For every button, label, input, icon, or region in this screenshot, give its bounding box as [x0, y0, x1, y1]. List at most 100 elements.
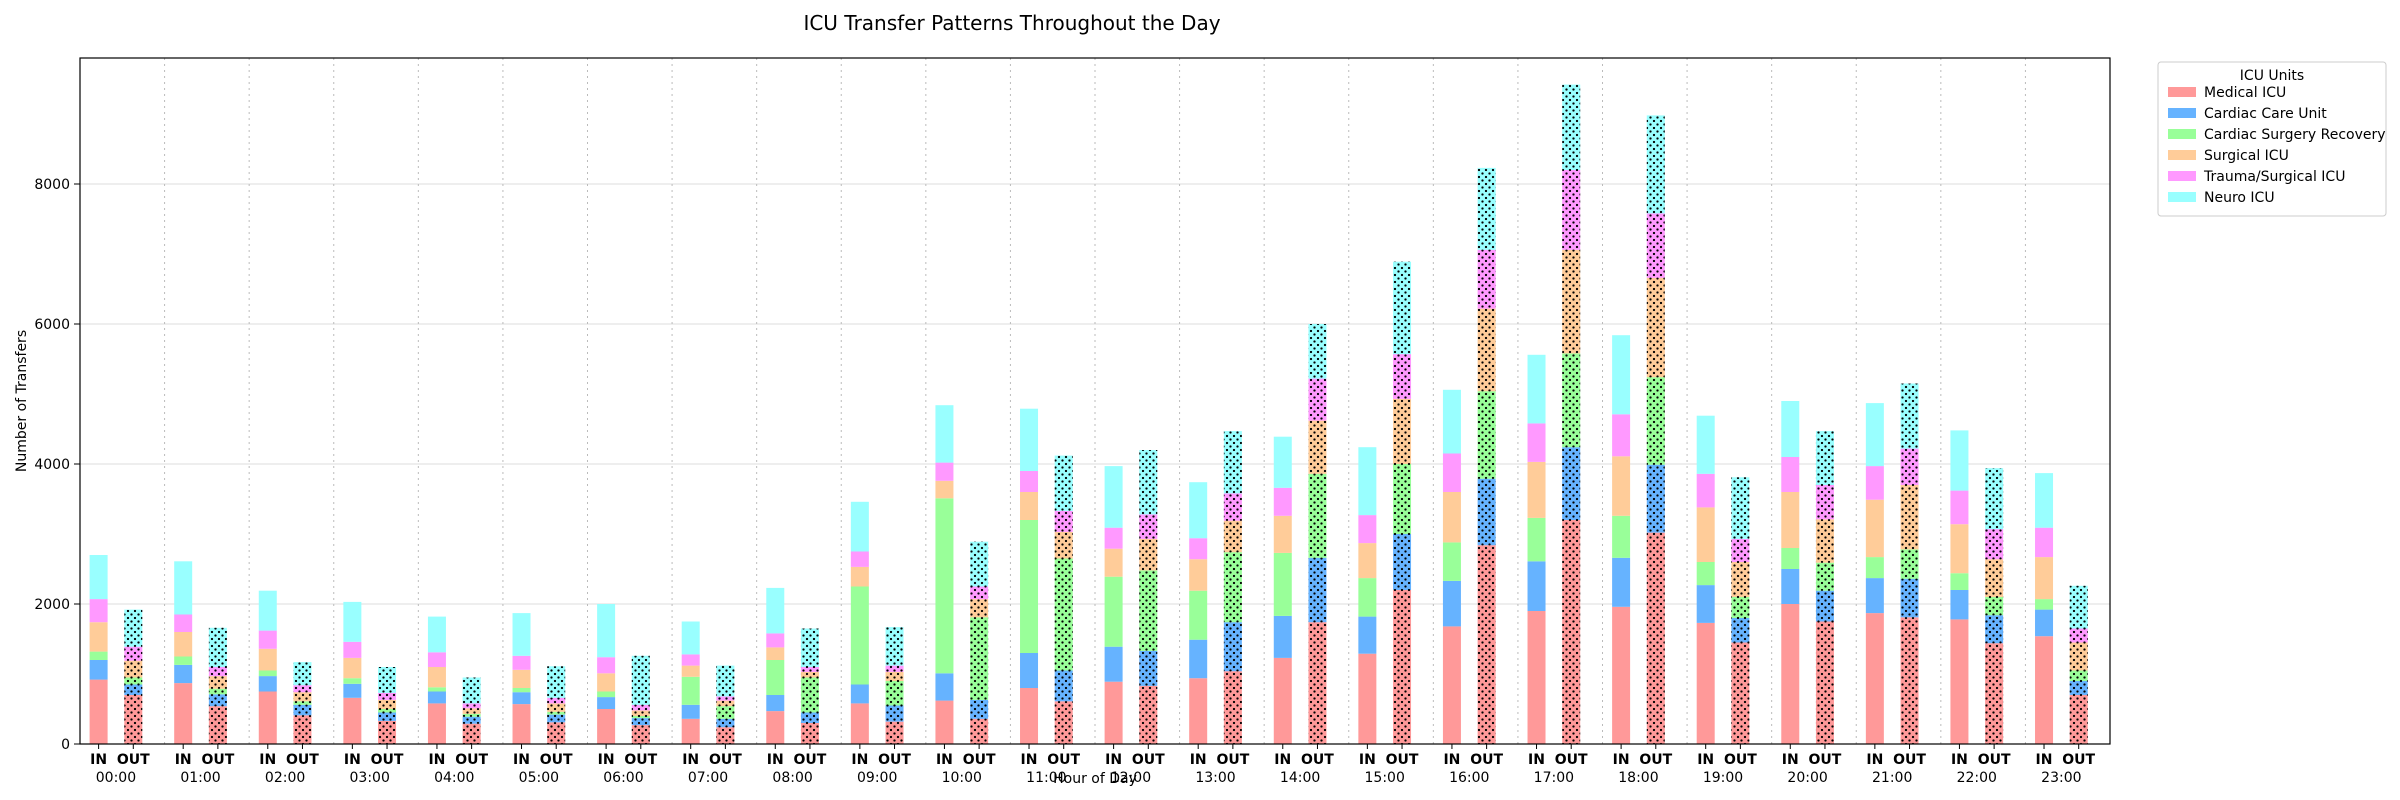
bar-hatch-out	[1054, 558, 1073, 671]
in-bar-label: IN	[851, 752, 868, 768]
bar-hatch-out	[1054, 455, 1073, 511]
bar-segment-in	[1781, 492, 1800, 548]
bar-hatch-out	[1900, 448, 1919, 485]
legend-items: Medical ICU Cardiac Care Unit Cardiac Surg…	[2168, 85, 2386, 206]
bar-segment-in	[1358, 447, 1377, 516]
bar-segment-in	[681, 621, 700, 655]
bar-segment-in	[1442, 389, 1461, 454]
bar-hatch-out	[631, 655, 650, 705]
hour-label: 03:00	[350, 770, 390, 786]
bar-hatch-out	[1562, 249, 1581, 354]
bar-hatch-out	[293, 701, 312, 705]
bar-hatch-out	[1985, 615, 2004, 644]
in-bar-label: IN	[1443, 752, 1460, 768]
bar-segment-in	[766, 587, 785, 634]
bar-segment-in	[89, 679, 108, 744]
bar-segment-in	[2035, 473, 2054, 528]
bar-hatch-out	[970, 599, 989, 618]
out-bar-label: OUT	[1639, 752, 1672, 768]
bar-segment-in	[766, 647, 785, 660]
bar-segment-in	[1612, 515, 1631, 558]
bar-hatch-out	[378, 667, 397, 693]
bar-segment-in	[1865, 578, 1884, 614]
bar-segment-in	[427, 616, 446, 653]
legend-swatch	[2168, 150, 2196, 160]
y-tick-label: 2000	[34, 597, 70, 613]
hour-label: 05:00	[519, 770, 559, 786]
bar-segment-in	[343, 641, 362, 658]
bar-hatch-out	[547, 703, 566, 712]
bar-segment-in	[1781, 548, 1800, 569]
bar-segment-in	[1950, 490, 1969, 525]
bar-segment-in	[174, 561, 193, 615]
hour-label: 02:00	[265, 770, 305, 786]
bar-segment-in	[850, 703, 869, 744]
bar-segment-in	[89, 660, 108, 680]
bar-segment-in	[427, 667, 446, 688]
hour-label: 13:00	[1195, 770, 1235, 786]
bar-hatch-out	[885, 671, 904, 681]
legend-swatch	[2168, 87, 2196, 97]
bar-segment-in	[681, 676, 700, 705]
bar-segment-in	[1273, 487, 1292, 516]
bar-hatch-out	[1139, 570, 1158, 651]
in-bar-label: IN	[598, 752, 615, 768]
legend-swatch	[2168, 129, 2196, 139]
bar-hatch-out	[716, 696, 735, 701]
bar-hatch-out	[1815, 621, 1834, 744]
in-bar-label: IN	[2036, 752, 2053, 768]
bar-segment-in	[1104, 681, 1123, 744]
hour-label: 22:00	[1957, 770, 1997, 786]
bar-segment-in	[2035, 636, 2054, 744]
in-bar-label: IN	[1528, 752, 1545, 768]
out-bar-label: OUT	[963, 752, 996, 768]
in-bar-label: IN	[682, 752, 699, 768]
in-bar-label: IN	[1359, 752, 1376, 768]
bar-hatch-out	[1985, 468, 2004, 530]
bar-hatch-out	[631, 704, 650, 711]
bar-segment-in	[850, 586, 869, 685]
bar-hatch-out	[970, 541, 989, 587]
legend-swatch	[2168, 192, 2196, 202]
bar-segment-in	[174, 683, 193, 744]
legend-swatch	[2168, 171, 2196, 181]
bar-segment-in	[766, 660, 785, 695]
bar-segment-in	[1612, 606, 1631, 744]
bar-segment-in	[1104, 576, 1123, 647]
bar-hatch-out	[378, 712, 397, 721]
bar-segment-in	[512, 669, 531, 688]
bar-segment-in	[512, 613, 531, 656]
bar-segment-in	[343, 678, 362, 684]
bar-hatch-out	[1815, 485, 1834, 520]
bar-hatch-out	[293, 715, 312, 744]
hour-label: 21:00	[1872, 770, 1912, 786]
bar-hatch-out	[378, 709, 397, 713]
bar-segment-in	[1950, 590, 1969, 620]
bar-hatch-out	[1223, 622, 1242, 672]
bar-hatch-out	[208, 676, 227, 689]
bar-segment-in	[681, 665, 700, 677]
bar-hatch-out	[1900, 617, 1919, 744]
bar-hatch-out	[1477, 167, 1496, 250]
bar-segment-in	[1612, 414, 1631, 457]
legend-entry: Cardiac Surgery Recovery	[2204, 127, 2386, 143]
hour-label: 06:00	[603, 770, 643, 786]
bar-hatch-out	[1985, 597, 2004, 616]
bar-hatch-out	[1393, 590, 1412, 744]
bar-segment-in	[681, 718, 700, 744]
bar-hatch-out	[462, 703, 481, 709]
bar-segment-in	[1865, 499, 1884, 558]
bar-hatch-out	[1139, 538, 1158, 571]
bar-hatch-out	[631, 718, 650, 726]
bar-hatch-out	[1393, 261, 1412, 355]
bar-hatch-out	[462, 708, 481, 714]
bar-hatch-out	[1477, 478, 1496, 546]
bar-hatch-out	[1815, 519, 1834, 563]
in-bar-label: IN	[1951, 752, 1968, 768]
bar-segment-in	[1189, 639, 1208, 679]
bar-hatch-out	[1731, 618, 1750, 643]
bar-hatch-out	[378, 720, 397, 744]
bar-segment-in	[1696, 507, 1715, 562]
bar-segment-in	[1020, 520, 1039, 653]
bar-hatch-out	[378, 699, 397, 709]
